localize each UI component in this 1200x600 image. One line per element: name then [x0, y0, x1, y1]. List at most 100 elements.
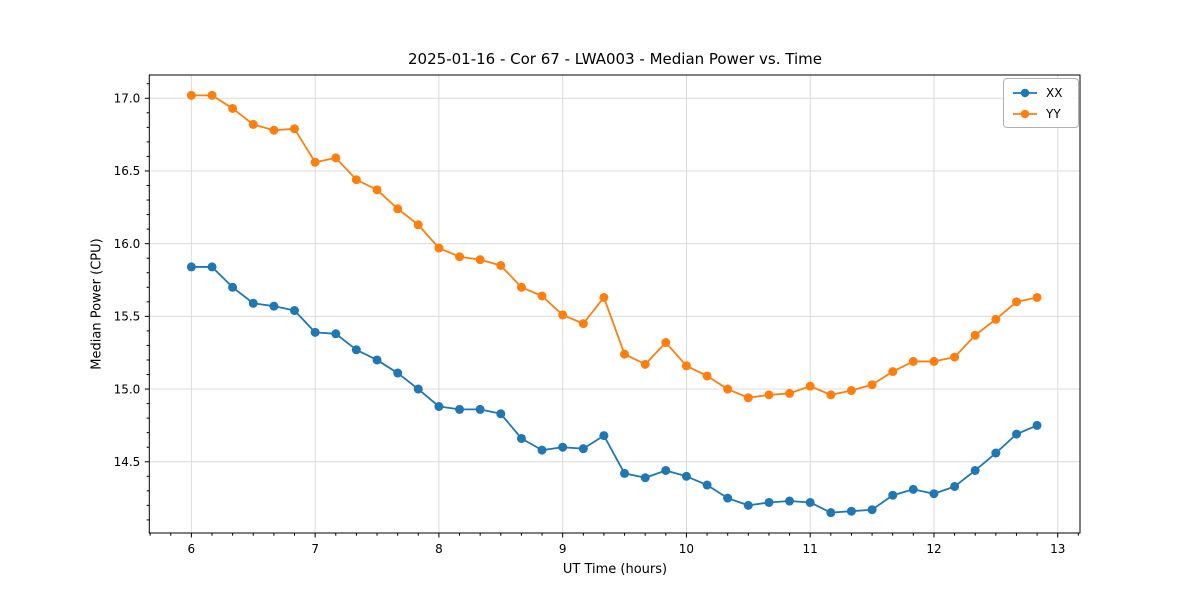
data-point-yy: [950, 352, 960, 362]
data-point-yy: [1032, 292, 1042, 302]
data-point-xx: [888, 490, 898, 500]
data-point-xx: [1012, 429, 1022, 439]
data-point-yy: [640, 359, 650, 369]
data-point-yy: [537, 291, 547, 301]
series-line-yy: [190, 94, 1038, 399]
data-point-yy: [826, 390, 836, 400]
tick-labels: 6 7 8 9 10 11 12 13 14.5 15.0 15.5 16.0 16.5 17.0: [114, 91, 1066, 556]
y-tick-label: 15.0: [114, 382, 141, 396]
x-tick-label: 7: [311, 542, 319, 556]
x-tick-label: 10: [679, 542, 694, 556]
x-tick-label: 6: [188, 542, 196, 556]
x-tick-label: 12: [926, 542, 941, 556]
data-point-yy: [310, 157, 320, 167]
data-point-xx: [496, 409, 506, 419]
x-tick-label: 13: [1050, 542, 1065, 556]
data-point-xx: [743, 500, 753, 510]
data-point-yy: [681, 361, 691, 371]
data-point-xx: [393, 368, 403, 378]
x-axis-label: UT Time (hours): [562, 562, 668, 577]
data-point-xx: [785, 496, 795, 506]
chart-title: 2025-01-16 - Cor 67 - LWA003 - Median Po…: [408, 50, 822, 68]
data-point-xx: [970, 465, 980, 475]
data-point-xx: [310, 327, 320, 337]
data-point-yy: [805, 381, 815, 391]
data-point-xx: [599, 431, 609, 441]
data-point-xx: [661, 465, 671, 475]
data-point-yy: [475, 255, 485, 265]
data-point-yy: [393, 204, 403, 214]
data-point-xx: [620, 468, 630, 478]
x-tick-label: 11: [803, 542, 818, 556]
data-point-xx: [929, 489, 939, 499]
data-point-yy: [351, 175, 361, 185]
data-point-yy: [289, 124, 299, 134]
y-tick-label: 16.0: [114, 237, 141, 251]
data-point-yy: [434, 243, 444, 253]
data-point-yy: [785, 388, 795, 398]
data-point-yy: [269, 125, 279, 135]
data-point-xx: [846, 506, 856, 516]
data-point-yy: [620, 349, 630, 359]
data-point-yy: [970, 330, 980, 340]
data-point-yy: [413, 220, 423, 230]
data-point-xx: [413, 384, 423, 394]
legend-label-yy: YY: [1046, 106, 1061, 121]
data-point-xx: [640, 473, 650, 483]
y-tick-label: 14.5: [114, 455, 141, 469]
data-point-xx: [537, 445, 547, 455]
data-point-yy: [496, 260, 506, 270]
data-point-yy: [331, 153, 341, 163]
data-point-xx: [289, 306, 299, 316]
data-point-xx: [516, 433, 526, 443]
data-point-yy: [248, 119, 258, 129]
data-point-xx: [186, 262, 196, 272]
data-point-yy: [1012, 297, 1022, 307]
y-tick-label: 15.5: [114, 310, 141, 324]
data-point-xx: [331, 329, 341, 339]
data-point-xx: [764, 497, 774, 507]
data-point-yy: [186, 90, 196, 100]
data-point-xx: [558, 442, 568, 452]
data-point-xx: [372, 355, 382, 365]
data-point-xx: [681, 471, 691, 481]
legend-label-xx: XX: [1046, 85, 1063, 100]
data-point-yy: [743, 393, 753, 403]
data-point-xx: [269, 301, 279, 311]
data-point-xx: [723, 493, 733, 503]
data-point-xx: [867, 505, 877, 515]
series-xx: [186, 262, 1042, 518]
legend-line-sample-icon: [1013, 109, 1037, 118]
data-point-xx: [434, 402, 444, 411]
data-point-xx: [248, 298, 258, 308]
data-point-xx: [991, 448, 1001, 458]
data-point-xx: [351, 345, 361, 355]
data-point-xx: [950, 481, 960, 491]
series-yy: [186, 90, 1042, 403]
data-point-yy: [723, 384, 733, 394]
data-point-yy: [991, 314, 1001, 324]
data-point-xx: [702, 480, 712, 490]
data-point-yy: [846, 386, 856, 396]
series-line-xx: [190, 266, 1038, 514]
legend-item-xx: XX: [1012, 86, 1070, 100]
data-point-yy: [702, 371, 712, 381]
data-point-yy: [867, 380, 877, 390]
data-point-yy: [908, 356, 918, 366]
data-point-xx: [908, 484, 918, 494]
legend-item-yy: YY: [1012, 107, 1070, 121]
axis-ticks: [144, 83, 1079, 538]
x-tick-label: 8: [435, 542, 443, 556]
data-point-yy: [228, 103, 238, 113]
y-tick-label: 16.5: [114, 164, 141, 178]
data-point-xx: [228, 282, 238, 292]
data-point-xx: [578, 444, 588, 454]
data-point-yy: [929, 356, 939, 366]
data-point-xx: [1032, 420, 1042, 430]
data-point-yy: [578, 319, 588, 329]
legend: XX YY: [1003, 78, 1079, 128]
data-point-yy: [888, 367, 898, 377]
data-point-yy: [207, 90, 217, 100]
